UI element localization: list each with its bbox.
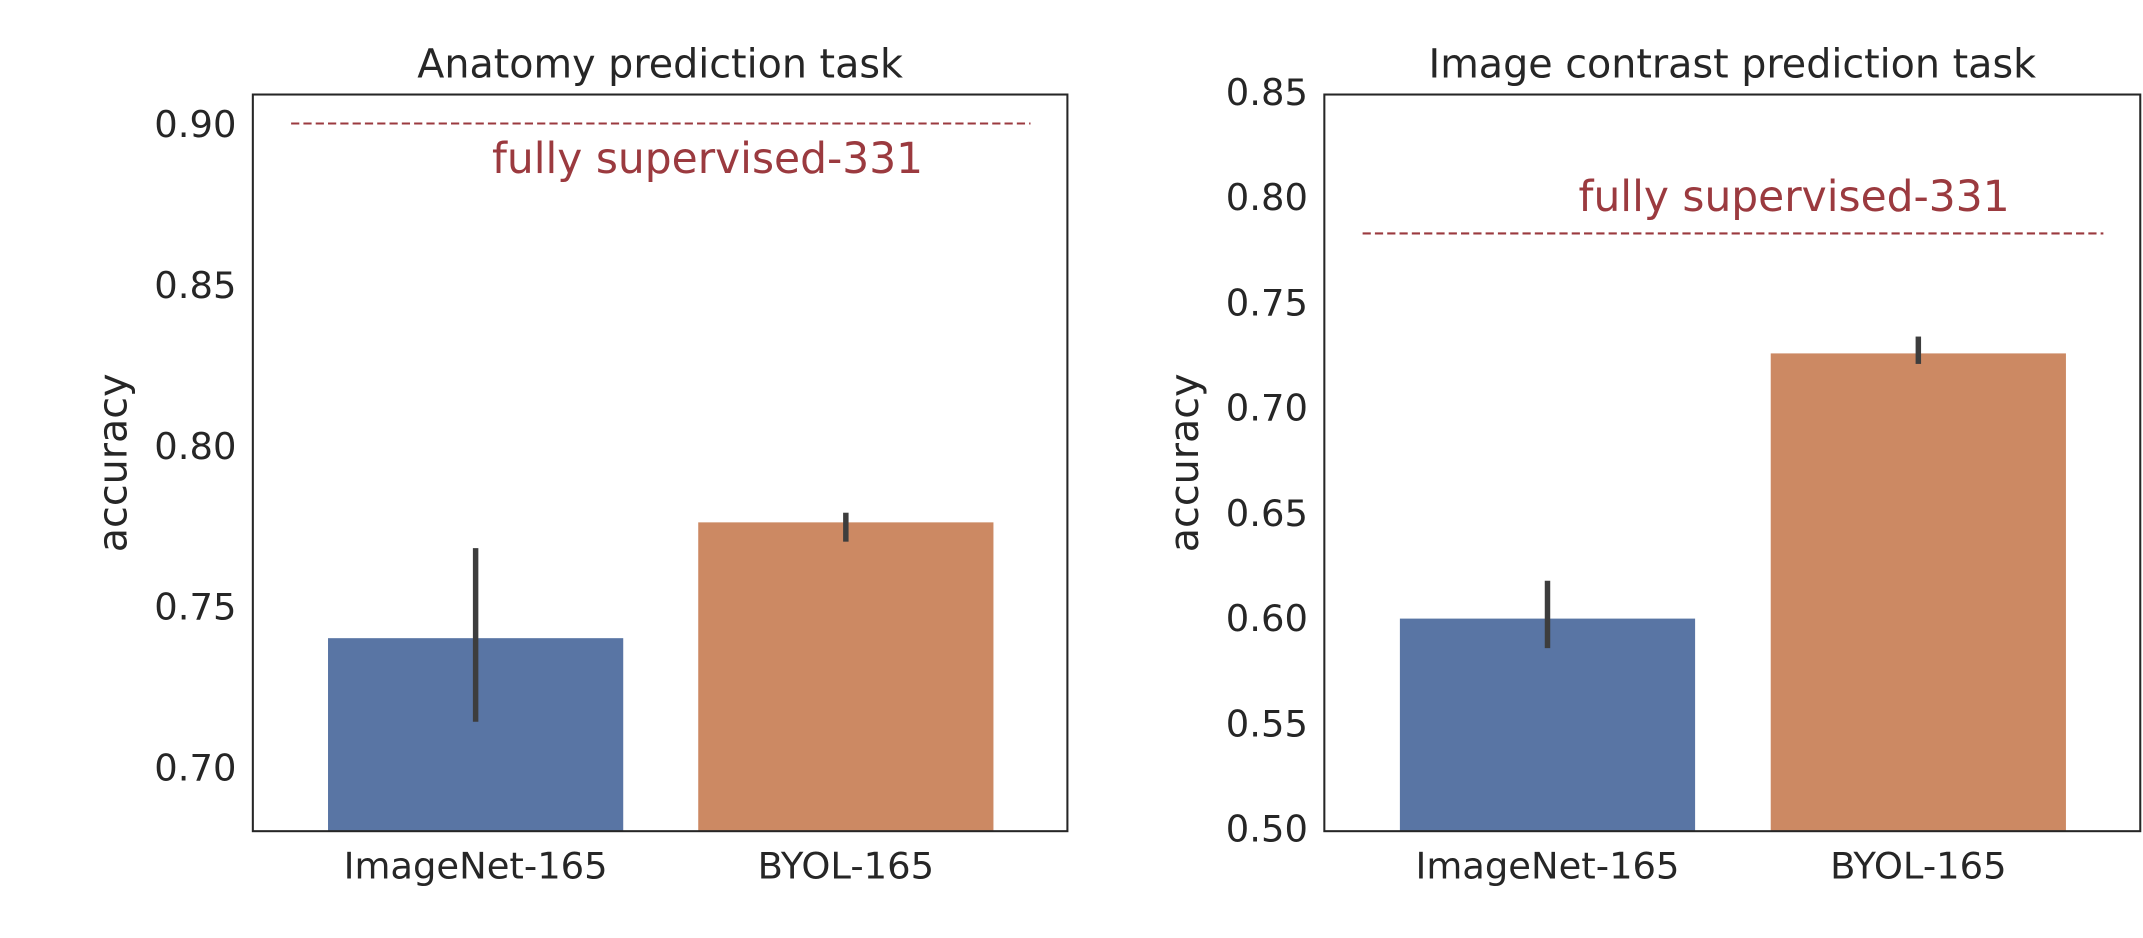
- axes-frame: [251, 93, 1069, 833]
- x-tick-label: ImageNet-165: [1415, 845, 1679, 888]
- annotation: fully supervised-331: [1579, 172, 2010, 221]
- y-tick-label: 0.85: [1226, 71, 1308, 114]
- y-tick-label: 0.75: [154, 586, 236, 629]
- y-tick-label: 0.50: [1226, 808, 1308, 851]
- y-tick-label: 0.80: [154, 425, 236, 468]
- bar: [698, 522, 994, 832]
- y-tick-label: 0.60: [1226, 597, 1308, 640]
- y-tick-label: 0.65: [1226, 492, 1308, 535]
- chart-title: Image contrast prediction task: [1429, 42, 2037, 88]
- bar: [1399, 618, 1696, 832]
- x-tick-label: ImageNet-165: [344, 845, 608, 888]
- y-tick-label: 0.80: [1226, 176, 1308, 219]
- y-tick-label: 0.70: [154, 747, 236, 790]
- x-tick-label: BYOL-165: [1830, 845, 2006, 888]
- y-tick-label: 0.75: [1226, 281, 1308, 324]
- axes-frame: [1323, 93, 2142, 833]
- y-axis-label: accuracy: [1162, 373, 1208, 552]
- x-tick-label: BYOL-165: [758, 845, 934, 888]
- y-tick-label: 0.55: [1226, 702, 1308, 745]
- y-tick-label: 0.70: [1226, 387, 1308, 430]
- chart-title: Anatomy prediction task: [417, 42, 903, 88]
- bar: [1770, 353, 2066, 832]
- y-tick-label: 0.85: [154, 264, 236, 307]
- annotation: fully supervised-331: [492, 134, 923, 183]
- y-tick-label: 0.90: [154, 103, 236, 146]
- y-axis-label: accuracy: [91, 373, 137, 552]
